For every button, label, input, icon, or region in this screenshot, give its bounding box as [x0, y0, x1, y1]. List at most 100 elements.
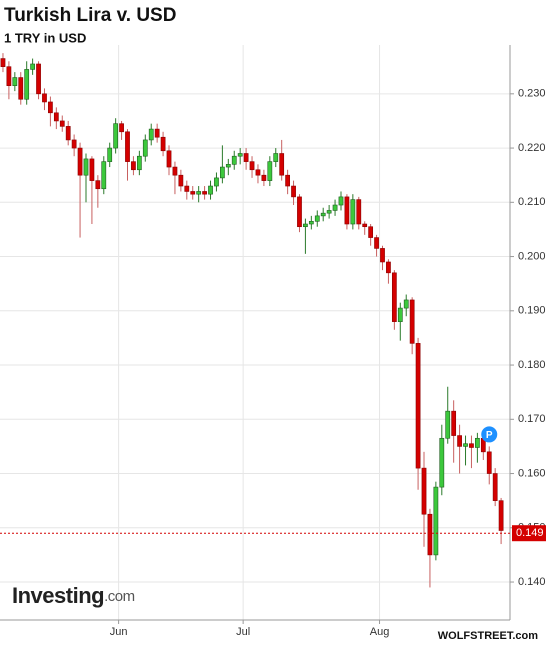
candle-body [113, 123, 119, 149]
x-tick-label: Aug [370, 626, 390, 638]
last-price-label: 0.149 [516, 527, 544, 539]
candle-body [279, 153, 285, 176]
candle-body [53, 112, 59, 122]
candle-body [6, 66, 12, 86]
y-tick-label: 0.220 [518, 142, 546, 154]
chart-title: Turkish Lira v. USD [4, 5, 176, 26]
candle-body [243, 153, 249, 162]
candle-body [303, 223, 308, 228]
candle-body [344, 196, 350, 225]
candle-body [190, 191, 196, 195]
candle-body [409, 299, 415, 344]
candle-body [386, 261, 391, 274]
candle-body [119, 123, 124, 133]
candle-body [291, 185, 296, 198]
candle-body [415, 343, 421, 469]
brand: Investing.com [12, 583, 135, 608]
last-price-box [512, 525, 546, 542]
candle-body [214, 177, 219, 187]
candle-body [125, 131, 130, 162]
candle-body [427, 513, 433, 556]
candle-body [196, 191, 202, 195]
y-tick-label: 0.140 [518, 576, 546, 588]
candle-body [457, 435, 462, 447]
candle-body [148, 128, 154, 141]
candle-body [433, 486, 439, 556]
source-label: WOLFSTREET.com [438, 630, 538, 642]
candle-body [225, 164, 231, 168]
y-tick-label: 0.170 [518, 413, 546, 425]
candle-body [255, 169, 261, 176]
candle-body [421, 467, 427, 515]
candle-body [320, 212, 326, 217]
candle-body [178, 174, 184, 187]
candle-body [24, 69, 30, 100]
candle-body [297, 196, 302, 228]
candle-body [475, 437, 480, 448]
candle-body [403, 299, 409, 309]
candle-body [338, 196, 344, 206]
marker-icon [481, 426, 498, 443]
y-tick-label: 0.230 [518, 88, 546, 100]
candle-body [101, 161, 107, 190]
candle-body [220, 166, 225, 179]
candle-body [166, 150, 172, 168]
candle-body [368, 226, 374, 238]
candle-body [261, 174, 267, 181]
candle-body [439, 437, 445, 488]
candle-body [95, 180, 101, 190]
candle-body [314, 215, 320, 222]
brand-name: Investing [12, 583, 104, 608]
candle-body [249, 161, 255, 171]
candle-body [12, 77, 18, 86]
y-tick-label: 0.190 [518, 305, 546, 317]
candle-body [326, 210, 332, 214]
y-tick-label: 0.200 [518, 250, 546, 262]
candle-body [356, 199, 362, 225]
candle-body [59, 120, 65, 127]
candle-body [285, 174, 290, 187]
candle-body [362, 223, 368, 228]
candle-body [136, 155, 142, 171]
x-tick-label: Jun [110, 626, 128, 638]
candle-body [89, 158, 95, 181]
brand-suffix: .com [104, 588, 135, 605]
candle-body [374, 237, 379, 249]
candle-body [492, 473, 498, 501]
candle-body [184, 185, 190, 192]
marker-label: P [486, 430, 493, 441]
candle-body [202, 191, 207, 195]
candle-body [42, 93, 47, 103]
candle-body [30, 63, 35, 70]
candle-body [208, 185, 213, 195]
y-tick-label: 0.160 [518, 467, 546, 479]
candle-body [36, 63, 41, 95]
candle-body [83, 158, 89, 176]
candle-body [498, 500, 504, 531]
candle-body [308, 220, 314, 225]
candle-body [48, 101, 53, 114]
candle-body [160, 136, 166, 152]
candle-body [391, 272, 397, 322]
candle-body [131, 161, 136, 171]
candle-body [469, 443, 474, 448]
candle-body [350, 199, 356, 225]
candle-body [231, 155, 237, 165]
candle-body [397, 307, 403, 322]
candle-body [71, 139, 77, 149]
candle-body [380, 248, 385, 263]
candle-body [154, 128, 160, 138]
candle-body [332, 204, 338, 211]
candle-body [451, 410, 457, 436]
candle-body [486, 451, 492, 474]
candle-body [18, 77, 24, 100]
y-tick-label: 0.180 [518, 359, 546, 371]
candle-body [273, 153, 279, 162]
candle-body [0, 58, 6, 67]
x-tick-label: Jul [236, 626, 250, 638]
candle-body [463, 443, 468, 447]
candle-body [267, 161, 273, 181]
candle-body [172, 166, 178, 176]
candle-body [445, 410, 451, 439]
